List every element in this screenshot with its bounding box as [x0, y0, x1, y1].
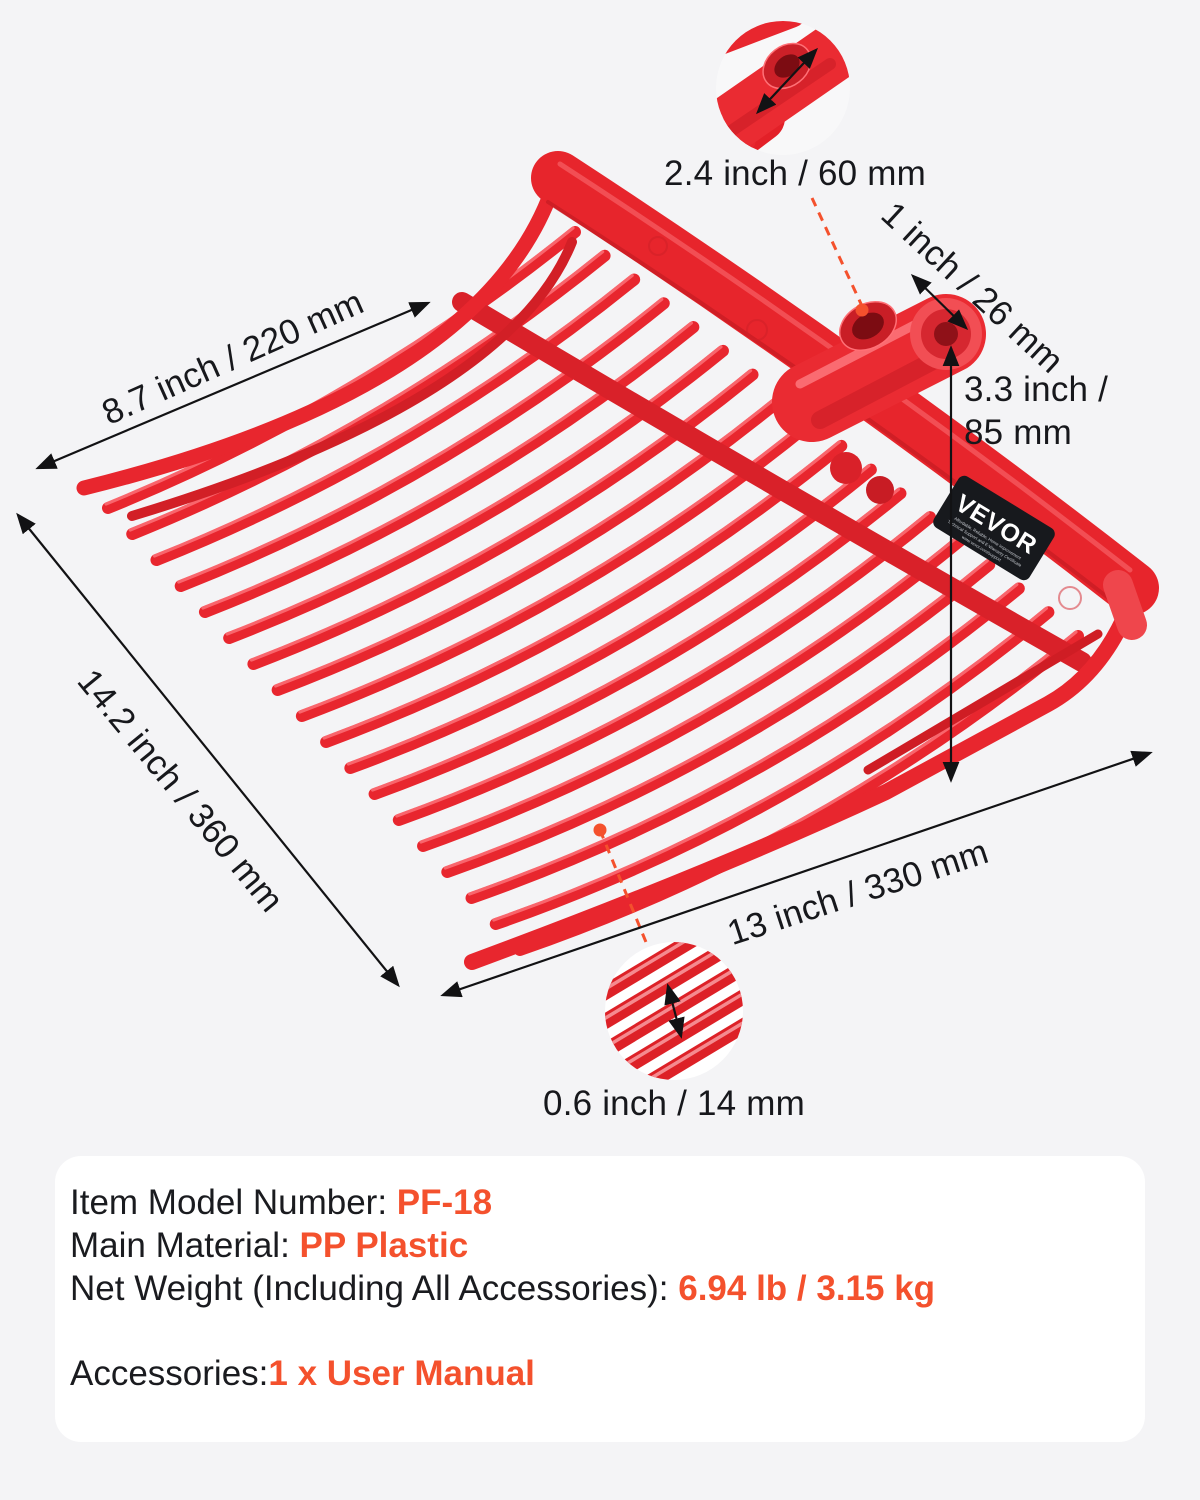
spec-row-weight: Net Weight (Including All Accessories): … — [70, 1267, 1125, 1310]
dim-label-socket-height: 3.3 inch / 85 mm — [964, 370, 1109, 452]
leader-tine-spacing — [598, 829, 650, 948]
socket-end-hole — [934, 322, 958, 346]
leader-socket-hole — [810, 197, 864, 307]
bottom-inner-rail — [863, 629, 1103, 775]
spec-row-model: Item Model Number: PF-18 — [70, 1181, 1125, 1224]
spec-value: PP Plastic — [299, 1226, 469, 1265]
tine-highlight — [346, 464, 871, 766]
dimline-socket-diameter — [910, 273, 969, 331]
dimension-lines — [16, 273, 1153, 998]
socket-knuckle — [830, 452, 862, 484]
crossbar-mark — [1058, 586, 1082, 610]
crossbar-mark — [746, 319, 768, 341]
dimline-bottom-edge — [440, 750, 1153, 998]
spec-row-spacer — [70, 1310, 1125, 1352]
spec-row-material: Main Material: PP Plastic — [70, 1224, 1125, 1267]
spec-value: 1 x User Manual — [268, 1354, 535, 1393]
dim-label-tine-spacing: 0.6 inch / 14 mm — [543, 1084, 805, 1123]
spec-label: Item Model Number: — [70, 1183, 397, 1222]
screw-hole — [839, 301, 897, 351]
leader-dot — [593, 823, 607, 837]
spec-label: Net Weight (Including All Accessories): — [70, 1269, 679, 1308]
socket-tube-highlight — [795, 317, 925, 389]
dimline-top-edge — [35, 301, 431, 470]
dim-label-socket-hole: 2.4 inch / 60 mm — [664, 154, 926, 193]
socket-knuckle — [866, 476, 894, 504]
crossbar-mark — [648, 236, 668, 256]
corner-cap — [1103, 570, 1147, 640]
vevor-label-plate — [933, 475, 1055, 581]
spec-value: PF-18 — [396, 1183, 493, 1222]
inner-support-rail — [452, 292, 1092, 672]
spec-row-accessories: Accessories:1 x User Manual — [70, 1352, 1125, 1395]
spec-value: 6.94 lb / 3.15 kg — [678, 1269, 936, 1308]
spec-card: Item Model Number: PF-18 Main Material: … — [55, 1156, 1145, 1442]
spec-label: Main Material: — [70, 1226, 300, 1265]
leader-dot — [855, 303, 869, 317]
dimline-side-edge — [16, 512, 400, 988]
tine — [344, 463, 877, 774]
tine — [320, 439, 848, 748]
spec-label: Accessories: — [70, 1354, 269, 1393]
